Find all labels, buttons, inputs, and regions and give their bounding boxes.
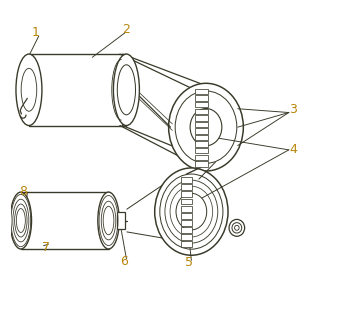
Bar	[195, 141, 208, 147]
Polygon shape	[122, 54, 217, 164]
Bar	[195, 155, 208, 160]
Bar	[195, 115, 208, 120]
Bar	[181, 177, 192, 183]
Ellipse shape	[16, 54, 42, 126]
Bar	[195, 148, 208, 153]
Bar	[195, 135, 208, 140]
Ellipse shape	[190, 109, 222, 146]
Bar	[195, 89, 208, 94]
Bar	[195, 122, 208, 127]
Text: 2: 2	[122, 23, 130, 36]
Bar	[181, 227, 192, 233]
Text: 4: 4	[289, 143, 297, 156]
Text: 1: 1	[32, 26, 39, 39]
Text: 6: 6	[120, 255, 128, 268]
Ellipse shape	[176, 193, 207, 230]
Bar	[181, 220, 192, 226]
Bar	[195, 95, 208, 101]
Ellipse shape	[229, 219, 245, 236]
Text: 7: 7	[42, 241, 50, 254]
Text: 3: 3	[289, 103, 297, 116]
Ellipse shape	[10, 192, 32, 249]
Bar	[181, 191, 192, 197]
Bar	[181, 234, 192, 240]
Ellipse shape	[98, 192, 119, 249]
Ellipse shape	[113, 54, 139, 126]
Bar	[181, 184, 192, 190]
Bar	[195, 161, 208, 166]
Polygon shape	[117, 213, 125, 229]
Bar	[195, 128, 208, 134]
Text: 8: 8	[19, 185, 27, 198]
Bar	[195, 102, 208, 107]
Text: 5: 5	[185, 256, 193, 269]
Bar	[181, 213, 192, 219]
Bar	[181, 199, 192, 204]
Ellipse shape	[169, 83, 243, 171]
Ellipse shape	[155, 168, 228, 255]
Bar	[181, 241, 192, 247]
Bar	[181, 206, 192, 212]
Bar	[195, 109, 208, 114]
